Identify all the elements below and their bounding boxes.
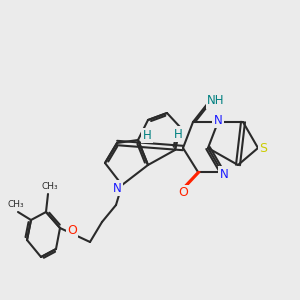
Text: CH₃: CH₃ [8, 200, 24, 209]
Text: CH₃: CH₃ [42, 182, 58, 191]
Text: S: S [259, 142, 267, 154]
Text: H: H [174, 128, 182, 140]
Text: N: N [214, 113, 222, 127]
Text: N: N [220, 167, 228, 181]
Text: O: O [178, 187, 188, 200]
Text: NH: NH [207, 94, 225, 107]
Text: N: N [112, 182, 122, 194]
Text: O: O [67, 224, 77, 238]
Text: H: H [142, 129, 152, 142]
